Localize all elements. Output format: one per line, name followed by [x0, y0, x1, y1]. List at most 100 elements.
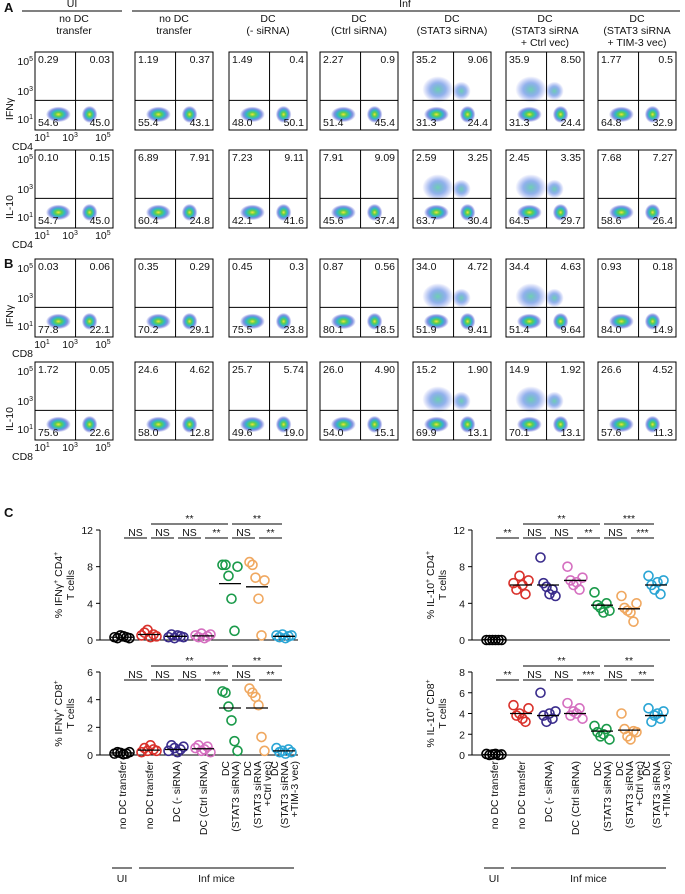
data-point — [544, 708, 555, 719]
tick-exp: 5 — [107, 442, 111, 449]
significance-label: NS — [554, 669, 569, 681]
significance-label: ** — [185, 655, 193, 667]
x-tick-label: DC — [641, 761, 653, 777]
quadrant-value: 51.4 — [323, 117, 344, 129]
quadrant-value: 0.9 — [380, 54, 395, 66]
data-point — [514, 570, 525, 582]
quadrant-value: 54.0 — [323, 427, 344, 439]
quadrant-value: 24.4 — [468, 117, 489, 129]
quadrant-value: 26.4 — [653, 215, 674, 227]
x-tick-label: (STAT3 siRNA — [279, 761, 291, 828]
data-point — [616, 590, 627, 602]
data-point — [223, 570, 234, 582]
data-point — [226, 715, 237, 726]
quadrant-value: 43.1 — [190, 117, 211, 129]
data-point — [550, 590, 561, 602]
group-label: Inf mice — [570, 873, 607, 885]
tick-base: 10 — [17, 293, 29, 305]
flow-density — [81, 415, 98, 433]
significance-label: NS — [182, 669, 197, 681]
data-point — [589, 720, 600, 732]
data-point — [604, 734, 615, 745]
significance-label: NS — [128, 527, 143, 539]
flow-density — [366, 312, 383, 330]
flow-density — [423, 416, 449, 433]
tick-base: 10 — [17, 263, 29, 275]
label-part: + — [425, 579, 432, 583]
axis-tick-label: 105 — [95, 339, 111, 351]
flow-density — [552, 312, 569, 330]
flow-density — [608, 416, 634, 433]
axis-tick-label: 101 — [34, 132, 50, 144]
quadrant-value: 26.0 — [323, 364, 344, 376]
quadrant-value: 34.4 — [509, 261, 530, 273]
quadrant-value: 9.06 — [468, 54, 489, 66]
x-tick-label: (STAT3 siRNA — [624, 761, 636, 828]
y-axis-label: % IL-10+ CD4+ — [425, 551, 437, 619]
flow-density — [366, 203, 383, 221]
data-point — [523, 575, 534, 586]
tick-exp: 3 — [74, 442, 78, 449]
x-tick-label: (STAT3 siRNA) — [602, 761, 614, 832]
flow-density — [145, 416, 171, 433]
flow-density — [459, 415, 476, 433]
tick-base: 10 — [95, 442, 107, 454]
flow-density — [181, 203, 198, 221]
flow-density — [275, 312, 292, 330]
tick-base: 10 — [34, 442, 46, 454]
flow-density — [422, 283, 454, 310]
data-point — [229, 625, 240, 637]
flow-density — [545, 81, 564, 101]
y-tick-label: 8 — [459, 562, 465, 574]
data-point — [604, 605, 615, 616]
quadrant-value: 0.06 — [90, 261, 111, 273]
data-point — [124, 746, 135, 758]
quadrant-value: 0.4 — [289, 54, 304, 66]
label-part: % IL-10 — [425, 583, 437, 619]
significance-label: NS — [527, 527, 542, 539]
significance-label: ** — [253, 513, 261, 525]
quadrant-value: 18.5 — [375, 324, 396, 336]
quadrant-value: 9.11 — [284, 152, 304, 164]
flow-plot-frame — [34, 258, 114, 338]
quadrant-value: 24.4 — [561, 117, 582, 129]
y-axis-label: % IFNγ+ CD8+ — [53, 680, 65, 747]
flow-density — [330, 313, 356, 330]
axis-tick-label: 101 — [17, 321, 33, 333]
data-point — [652, 708, 663, 719]
quadrant-value: 7.91 — [323, 152, 344, 164]
significance-label: *** — [636, 527, 648, 539]
quadrant-value: 7.27 — [653, 152, 674, 164]
tick-exp: 5 — [29, 366, 33, 373]
flow-density — [81, 105, 98, 123]
quadrant-value: 30.4 — [468, 215, 489, 227]
quadrant-value: 0.56 — [375, 261, 396, 273]
data-point — [283, 744, 294, 755]
x-tick-label: no DC transfer — [144, 761, 156, 830]
tick-exp: 5 — [29, 56, 33, 63]
tick-exp: 5 — [29, 154, 33, 161]
data-point — [145, 631, 156, 643]
tick-base: 10 — [62, 442, 74, 454]
tick-exp: 3 — [29, 396, 33, 403]
flow-density — [545, 391, 564, 411]
y-tick-label: 2 — [87, 722, 93, 734]
y-axis-label: % IFNγ+ CD4+ — [53, 552, 65, 619]
quadrant-value: 0.29 — [38, 54, 59, 66]
quadrant-value: 32.9 — [653, 117, 674, 129]
y-tick-label: 0 — [459, 750, 465, 762]
label-part: CD8 — [53, 684, 65, 708]
quadrant-value: 14.9 — [653, 324, 674, 336]
data-point — [199, 744, 210, 755]
tick-exp: 3 — [29, 293, 33, 300]
quadrant-value: 55.4 — [138, 117, 159, 129]
y-tick-label: 12 — [453, 525, 465, 537]
data-point — [598, 728, 609, 740]
tick-exp: 5 — [107, 230, 111, 237]
data-point — [220, 559, 231, 571]
flow-density — [330, 416, 356, 433]
data-point — [286, 630, 297, 641]
label-part: % IL-10 — [425, 711, 437, 747]
data-point — [511, 710, 522, 721]
axis-tick-label: 103 — [17, 293, 33, 305]
